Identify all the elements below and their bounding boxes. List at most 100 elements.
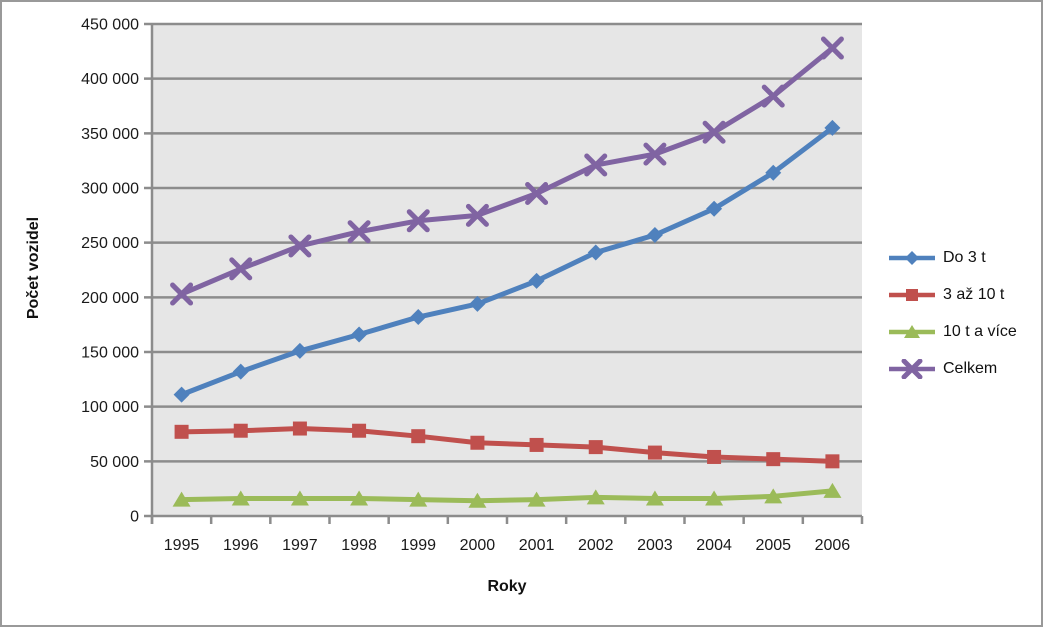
diamond-marker-icon [765,164,782,181]
x-marker-icon [702,120,726,144]
square-marker-icon [233,423,248,438]
y-tick-label: 250 000 [81,235,139,252]
triangle-marker-icon [350,490,369,506]
x-tick-label: 2000 [460,537,496,554]
legend-key-diamond-icon [889,251,935,265]
x-tick-label: 2006 [815,537,851,554]
y-tick-label: 200 000 [81,290,139,307]
diamond-marker-icon [824,119,841,136]
square-marker-icon [529,437,544,452]
series-line [181,488,833,504]
x-tick-label: 2003 [637,537,673,554]
legend-item-3-a-10-t: 3 až 10 t [888,283,1017,307]
square-marker-icon [906,289,918,301]
series-celkem [170,36,844,306]
triangle-marker-icon [904,325,920,338]
legend-item-10-t-a-v-ce: 10 t a více [888,320,1017,344]
legend-label: 10 t a více [943,323,1017,340]
series-10-t-a-v-ce [172,482,842,508]
y-tick-label: 150 000 [81,345,139,362]
legend-key-triangle-icon [889,325,935,338]
square-marker-icon [707,449,722,464]
triangle-marker-icon [172,491,191,507]
diamond-marker-icon [905,251,919,265]
legend-item-do-3-t: Do 3 t [888,246,1017,270]
x-tick-label: 2002 [578,537,614,554]
legend: Do 3 t 3 až 10 t 10 t a více Celkem [888,246,1017,394]
square-marker-icon [352,423,367,438]
x-marker-icon [820,36,844,60]
triangle-marker-icon [764,488,783,504]
triangle-marker-icon [645,490,664,506]
diamond-marker-icon [291,342,308,359]
x-tick-label: 1995 [164,537,200,554]
plot-area-background [152,24,862,516]
square-marker-icon [647,445,662,460]
x-marker-icon [347,220,371,244]
x-marker-icon [584,153,608,177]
legend-key-x-icon [889,359,935,379]
y-tick-label: 450 000 [81,17,139,34]
x-marker-icon [643,142,667,166]
triangle-marker-icon [409,491,428,507]
y-tick-label: 400 000 [81,71,139,88]
square-marker-icon [825,454,840,469]
x-tick-label: 1999 [400,537,436,554]
triangle-marker-icon [468,492,487,508]
y-axis-title: Počet vozidel [25,216,42,320]
x-axis-title: Roky [487,578,527,595]
diamond-marker-icon [646,227,663,244]
triangle-marker-icon [705,490,724,506]
series-3-a-10-t [174,421,840,469]
y-tick-label: 300 000 [81,181,139,198]
triangle-marker-icon [586,489,605,505]
diamond-marker-icon [173,386,190,403]
square-marker-icon [588,440,603,455]
x-marker-icon [170,282,194,306]
legend-label: Celkem [943,360,998,377]
square-marker-icon [174,424,189,439]
y-tick-label: 0 [130,509,139,526]
x-tick-label: 2004 [696,537,732,554]
y-tick-label: 350 000 [81,126,139,143]
x-tick-label: 2005 [755,537,791,554]
x-marker-icon [288,234,312,258]
diamond-marker-icon [469,295,486,312]
triangle-marker-icon [231,490,250,506]
x-tick-label: 1998 [341,537,377,554]
square-marker-icon [411,429,426,444]
series-line [181,426,833,464]
triangle-marker-icon [527,491,546,507]
square-marker-icon [766,452,781,467]
legend-item-celkem: Celkem [888,357,1017,381]
x-tick-label: 1997 [282,537,318,554]
y-tick-label: 50 000 [90,454,139,471]
triangle-marker-icon [823,482,842,498]
x-tick-label: 2001 [519,537,555,554]
diamond-marker-icon [528,272,545,289]
x-tick-label: 1996 [223,537,259,554]
diamond-marker-icon [351,326,368,343]
diamond-marker-icon [706,200,723,217]
series-line [180,46,834,297]
x-marker-icon [525,181,549,205]
diamond-marker-icon [410,309,427,326]
x-marker-icon [761,84,785,108]
diamond-marker-icon [587,244,604,261]
triangle-marker-icon [290,490,309,506]
x-marker-icon [465,203,489,227]
series-do-3-t [173,119,841,403]
square-marker-icon [470,435,485,450]
legend-label: Do 3 t [943,249,986,266]
series-line [180,125,834,397]
legend-key-square-icon [889,289,935,301]
square-marker-icon [292,421,307,436]
y-tick-label: 100 000 [81,399,139,416]
x-marker-icon [229,257,253,281]
diamond-marker-icon [232,363,249,380]
x-marker-icon [406,209,430,233]
legend-label: 3 až 10 t [943,286,1005,303]
x-marker-icon [901,359,923,379]
